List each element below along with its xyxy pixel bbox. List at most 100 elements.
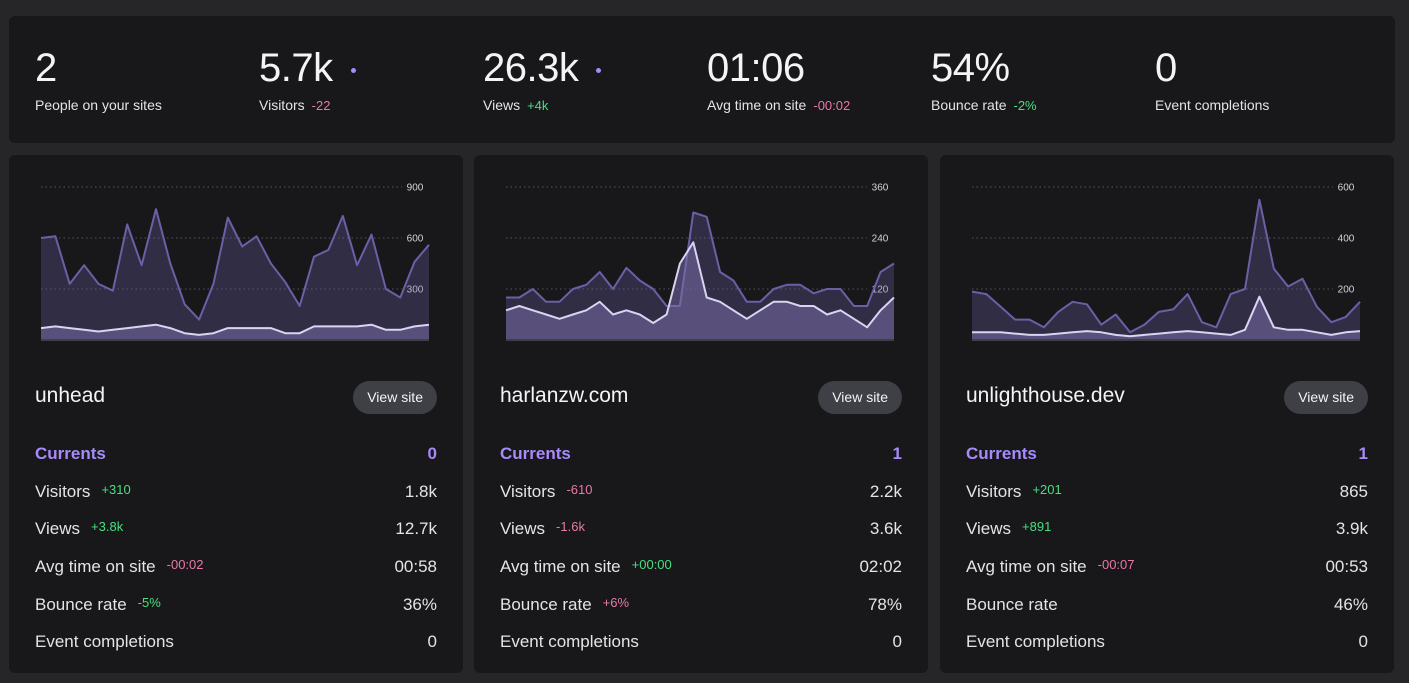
tick-label: 600 [407,234,424,245]
tick-label: 120 [872,285,889,296]
metric-delta: +6% [602,594,630,610]
stat-value: 5.7k [259,46,333,90]
metric-label: Bounce rate [966,594,1058,614]
metric-value: 0 [1358,632,1368,652]
metric-row-event-completions: Event completions 0 [966,623,1368,661]
site-metrics: Currents 1 Visitors +201 865 Views +891 3.… [966,435,1368,661]
site-metrics: Currents 0 Visitors +310 1.8k Views +3.8k … [35,435,437,661]
metric-label: Bounce rate [35,594,127,614]
metric-delta: -1.6k [556,519,585,535]
stat-value: 01:06 [707,46,805,90]
stat-label: People on your sites [35,97,162,113]
metric-label: Views [500,519,546,539]
metric-label: Currents [35,443,106,463]
stat-value: 0 [1155,46,1177,90]
tick-label-bg [402,231,430,244]
tick-label-bg [867,231,895,244]
tick-label-bg [1333,231,1361,244]
live-dot-icon [596,67,602,73]
stat-value: 54% [931,46,1010,90]
chart-svg: 120 240 360 [505,180,895,341]
series-line [40,208,430,321]
live-dot-icon [350,67,356,73]
metric-row-visitors: Visitors +310 1.8k [35,473,437,511]
metric-row-avg-time: Avg time on site -00:02 00:58 [35,548,437,586]
site-card: 120 240 360 harlanzw.com View site Current… [474,155,928,673]
metric-value: 1 [1358,443,1368,463]
metric-value: 0 [892,632,902,652]
tick-label-bg [1333,180,1361,193]
metric-row-views: Views +3.8k 12.7k [35,510,437,548]
view-site-button[interactable]: View site [818,381,902,414]
metric-value: 2.2k [869,481,902,501]
stat-visitors: 5.7k Visitors -22 [259,46,479,113]
metric-row-avg-time: Avg time on site -00:07 00:53 [966,548,1368,586]
metric-row-currents: Currents 0 [35,435,437,473]
tick-label-bg [402,180,430,193]
metric-row-event-completions: Event completions 0 [35,623,437,661]
metric-value: 3.9k [1335,519,1368,539]
view-site-button[interactable]: View site [353,381,437,414]
metric-label: Avg time on site [35,556,156,576]
tick-label-bg [867,282,895,295]
stat-label: Views [483,97,521,113]
stat-label: Avg time on site [707,97,807,113]
series-line [506,211,895,307]
metric-label: Currents [966,443,1037,463]
stat-value: 26.3k [483,46,579,90]
stat-delta: -22 [311,98,331,113]
metric-row-avg-time: Avg time on site +00:00 02:02 [500,548,902,586]
metric-value: 1 [892,443,902,463]
tick-label: 240 [872,234,889,245]
metric-row-bounce-rate: Bounce rate 46% [966,586,1368,624]
series-area [972,296,1360,340]
metric-label: Event completions [35,632,174,652]
metric-row-event-completions: Event completions 0 [500,623,902,661]
site-chart: 300 600 900 [35,177,439,353]
stat-delta: -2% [1013,98,1037,113]
site-card: 300 600 900 unhead View site Currents 0 Vi… [9,155,463,673]
tick-label: 360 [872,183,889,194]
tick-label-bg [402,282,430,295]
metric-delta: -610 [566,481,593,497]
metric-delta: -5% [137,594,161,610]
site-metrics: Currents 1 Visitors -610 2.2k Views -1.6k … [500,435,902,661]
site-name: unlighthouse.dev [966,384,1125,407]
metric-value: 02:02 [859,556,902,576]
view-site-button[interactable]: View site [1284,381,1368,414]
stat-people-on-sites: 2 People on your sites [35,46,255,113]
tick-label: 200 [1338,285,1355,296]
site-chart: 120 240 360 [500,177,904,353]
metric-delta: +201 [1032,481,1062,497]
metric-value: 865 [1339,481,1368,501]
metric-value: 3.6k [869,519,902,539]
summary-stats-panel: 2 People on your sites 5.7k Visitors -22 … [9,16,1395,143]
site-name: unhead [35,384,106,407]
metric-value: 00:53 [1325,556,1368,576]
site-card: 200 400 600 unlighthouse.dev View site Cur… [940,155,1394,673]
metric-value: 1.8k [404,481,437,501]
metric-value: 0 [427,632,437,652]
metric-row-views: Views +891 3.9k [966,510,1368,548]
metric-label: Event completions [966,632,1105,652]
series-area [41,324,429,340]
site-chart: 200 400 600 [966,177,1370,353]
metric-label: Event completions [500,632,639,652]
metric-label: Avg time on site [966,556,1087,576]
metric-label: Bounce rate [500,594,592,614]
tick-label: 600 [1338,183,1355,194]
metric-delta: +3.8k [91,519,124,535]
metric-value: 36% [402,594,437,614]
metric-row-currents: Currents 1 [966,435,1368,473]
metric-label: Currents [500,443,571,463]
metric-value: 00:58 [394,556,437,576]
tick-label: 400 [1338,234,1355,245]
metric-delta: -00:02 [166,556,204,572]
stat-delta: +4k [527,98,549,113]
series-area [506,242,894,340]
metric-row-bounce-rate: Bounce rate -5% 36% [35,586,437,624]
stat-bounce-rate: 54% Bounce rate -2% [931,46,1151,113]
tick-label: 900 [407,183,424,194]
site-name: harlanzw.com [500,384,629,407]
metric-label: Visitors [35,481,91,501]
